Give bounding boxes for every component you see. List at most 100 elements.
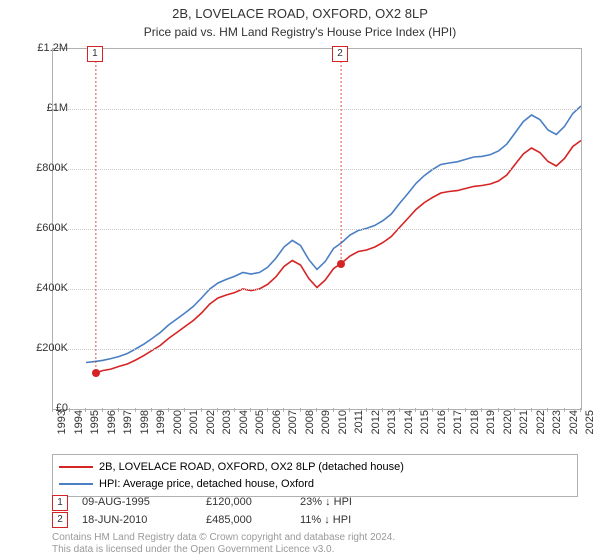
footer-line-2: This data is licensed under the Open Gov… — [52, 544, 395, 556]
gridline — [53, 229, 581, 230]
x-tick — [267, 408, 268, 412]
gridline — [53, 169, 581, 170]
legend-item: HPI: Average price, detached house, Oxfo… — [59, 476, 571, 493]
x-axis-label: 2014 — [403, 410, 415, 450]
x-tick — [135, 408, 136, 412]
transaction-marker: 1 — [52, 495, 68, 511]
transaction-row: 2 18-JUN-2010 £485,000 11% ↓ HPI — [52, 512, 390, 530]
x-tick — [465, 408, 466, 412]
chart-subtitle: Price paid vs. HM Land Registry's House … — [0, 23, 600, 39]
x-axis-label: 2021 — [518, 410, 530, 450]
x-axis-label: 1994 — [73, 410, 85, 450]
plot-area — [52, 48, 582, 410]
transactions-table: 1 09-AUG-1995 £120,000 23% ↓ HPI 2 18-JUN-201… — [52, 494, 390, 529]
x-axis-label: 2000 — [172, 410, 184, 450]
x-axis-label: 2003 — [221, 410, 233, 450]
x-axis-label: 2016 — [436, 410, 448, 450]
x-tick — [316, 408, 317, 412]
x-axis-label: 2023 — [551, 410, 563, 450]
x-axis-label: 2011 — [353, 410, 365, 450]
x-axis-label: 2018 — [469, 410, 481, 450]
x-tick — [349, 408, 350, 412]
x-tick — [564, 408, 565, 412]
x-tick — [498, 408, 499, 412]
chart-title: 2B, LOVELACE ROAD, OXFORD, OX2 8LP — [0, 0, 600, 23]
x-tick — [234, 408, 235, 412]
y-axis-label: £400K — [20, 282, 68, 294]
y-axis-label: £200K — [20, 342, 68, 354]
x-tick — [547, 408, 548, 412]
x-axis-label: 2017 — [452, 410, 464, 450]
transaction-row: 1 09-AUG-1995 £120,000 23% ↓ HPI — [52, 494, 390, 512]
legend-swatch — [59, 466, 93, 468]
x-axis-label: 2001 — [188, 410, 200, 450]
x-axis-label: 2015 — [419, 410, 431, 450]
x-axis-label: 2022 — [535, 410, 547, 450]
x-axis-label: 2019 — [485, 410, 497, 450]
x-axis-label: 1993 — [56, 410, 68, 450]
x-tick — [201, 408, 202, 412]
series-line — [96, 141, 581, 374]
transaction-date: 09-AUG-1995 — [82, 494, 192, 512]
x-axis-label: 2009 — [320, 410, 332, 450]
x-axis-label: 2002 — [205, 410, 217, 450]
x-axis-label: 2024 — [568, 410, 580, 450]
x-tick — [283, 408, 284, 412]
x-tick — [69, 408, 70, 412]
x-tick — [448, 408, 449, 412]
legend: 2B, LOVELACE ROAD, OXFORD, OX2 8LP (deta… — [52, 454, 578, 497]
x-tick — [382, 408, 383, 412]
y-axis-label: £800K — [20, 162, 68, 174]
legend-swatch — [59, 483, 93, 485]
x-axis-label: 1996 — [106, 410, 118, 450]
transaction-marker: 2 — [52, 512, 68, 528]
x-tick — [531, 408, 532, 412]
x-axis-label: 2010 — [337, 410, 349, 450]
x-axis-label: 2006 — [271, 410, 283, 450]
transaction-date: 18-JUN-2010 — [82, 512, 192, 530]
gridline — [53, 289, 581, 290]
x-tick — [432, 408, 433, 412]
legend-label: HPI: Average price, detached house, Oxfo… — [99, 476, 314, 493]
transaction-price: £485,000 — [206, 512, 286, 530]
gridline — [53, 109, 581, 110]
x-tick — [250, 408, 251, 412]
x-axis-label: 2013 — [386, 410, 398, 450]
x-tick — [333, 408, 334, 412]
x-tick — [366, 408, 367, 412]
x-tick — [217, 408, 218, 412]
transaction-pct: 11% ↓ HPI — [300, 512, 390, 530]
x-tick — [415, 408, 416, 412]
legend-label: 2B, LOVELACE ROAD, OXFORD, OX2 8LP (deta… — [99, 459, 404, 476]
transaction-price: £120,000 — [206, 494, 286, 512]
x-axis-label: 1995 — [89, 410, 101, 450]
transaction-pct: 23% ↓ HPI — [300, 494, 390, 512]
x-axis-label: 2012 — [370, 410, 382, 450]
x-tick — [399, 408, 400, 412]
x-tick — [52, 408, 53, 412]
chart-container: { "title": "2B, LOVELACE ROAD, OXFORD, O… — [0, 0, 600, 560]
x-axis-label: 1997 — [122, 410, 134, 450]
y-axis-label: £600K — [20, 222, 68, 234]
x-tick — [118, 408, 119, 412]
x-tick — [514, 408, 515, 412]
x-axis-label: 2007 — [287, 410, 299, 450]
x-tick — [481, 408, 482, 412]
y-axis-label: £1.2M — [20, 42, 68, 54]
data-point — [337, 260, 345, 268]
y-axis-label: £1M — [20, 102, 68, 114]
x-axis-label: 2020 — [502, 410, 514, 450]
x-tick — [184, 408, 185, 412]
series-line — [86, 106, 581, 363]
x-tick — [102, 408, 103, 412]
marker-callout: 2 — [332, 46, 348, 62]
x-tick — [85, 408, 86, 412]
x-tick — [300, 408, 301, 412]
footer-text: Contains HM Land Registry data © Crown c… — [52, 532, 395, 556]
marker-callout: 1 — [87, 46, 103, 62]
gridline — [53, 349, 581, 350]
footer-line-1: Contains HM Land Registry data © Crown c… — [52, 532, 395, 544]
x-axis-label: 2025 — [584, 410, 596, 450]
legend-item: 2B, LOVELACE ROAD, OXFORD, OX2 8LP (deta… — [59, 459, 571, 476]
x-axis-label: 2004 — [238, 410, 250, 450]
